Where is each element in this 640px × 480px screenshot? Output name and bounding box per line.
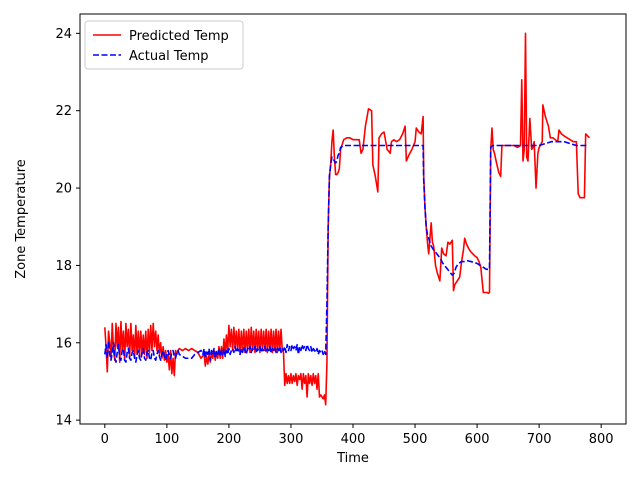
legend: Predicted Temp Actual Temp — [84, 20, 244, 70]
y-tick-label: 24 — [55, 27, 72, 42]
x-tick-label: 300 — [279, 432, 304, 447]
y-tick-label: 16 — [55, 336, 72, 351]
series-layer — [104, 32, 590, 406]
x-tick-label: 0 — [101, 432, 109, 447]
y-axis: 14 16 18 20 22 24 — [55, 27, 80, 429]
y-tick-label: 22 — [55, 104, 72, 119]
series-line-actual — [104, 140, 589, 363]
x-tick-label: 600 — [465, 432, 490, 447]
y-tick-label: 18 — [55, 259, 72, 274]
plot-area — [80, 14, 626, 424]
x-tick-label: 200 — [216, 432, 241, 447]
legend-label-actual: Actual Temp — [129, 49, 209, 64]
x-tick-label: 800 — [589, 432, 614, 447]
x-tick-label: 100 — [154, 432, 179, 447]
x-axis-label: Time — [336, 451, 369, 466]
x-tick-label: 500 — [403, 432, 428, 447]
y-tick-label: 20 — [55, 182, 72, 197]
y-tick-label: 14 — [55, 414, 72, 429]
legend-label-predicted: Predicted Temp — [129, 29, 229, 44]
legend-box — [84, 20, 244, 70]
series-line-predicted — [104, 32, 590, 406]
x-tick-label: 700 — [527, 432, 552, 447]
x-axis: 0 100 200 300 400 500 600 700 800 — [101, 424, 614, 447]
x-tick-label: 400 — [341, 432, 366, 447]
y-axis-label: Zone Temperature — [14, 159, 29, 279]
